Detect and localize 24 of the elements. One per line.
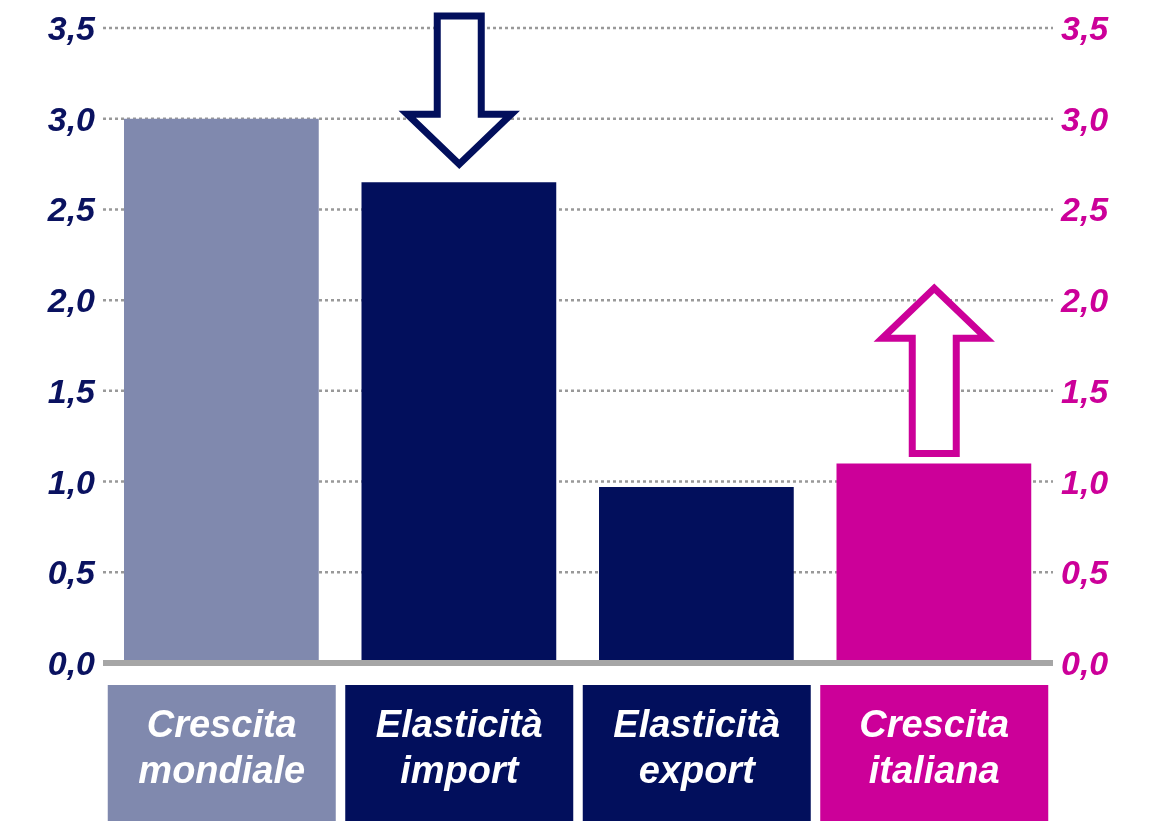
y2-tick-label: 2,0 bbox=[1060, 281, 1109, 320]
y-tick-label: 0,5 bbox=[47, 553, 97, 592]
y2-tick-label: 1,0 bbox=[1061, 462, 1109, 501]
y2-tick-label: 3,0 bbox=[1061, 99, 1109, 138]
x-tick-label: Crescita italiana bbox=[859, 703, 1010, 791]
bar bbox=[836, 463, 1032, 663]
y-tick-label: 1,0 bbox=[47, 462, 96, 501]
x-tick-label: Elasticità export bbox=[613, 703, 781, 791]
y-tick-label: 2,5 bbox=[46, 190, 97, 229]
y-tick-label: 3,0 bbox=[47, 99, 96, 138]
y-tick-label: 3,5 bbox=[47, 9, 97, 48]
bar bbox=[361, 182, 557, 663]
y2-tick-label: 0,5 bbox=[1061, 553, 1110, 592]
y-tick-label: 0,0 bbox=[47, 644, 96, 683]
x-tick-label: Elasticità import bbox=[375, 703, 543, 791]
y2-tick-label: 3,5 bbox=[1061, 9, 1110, 48]
y2-tick-label: 0,0 bbox=[1061, 644, 1109, 683]
y2-tick-label: 1,5 bbox=[1061, 371, 1110, 410]
y-tick-label: 1,5 bbox=[47, 371, 97, 410]
y2-tick-label: 2,5 bbox=[1060, 190, 1110, 229]
bar bbox=[124, 118, 319, 663]
x-tick-label: Crescita mondiale bbox=[138, 703, 306, 791]
bar bbox=[599, 487, 794, 663]
y-tick-label: 2,0 bbox=[46, 281, 96, 320]
